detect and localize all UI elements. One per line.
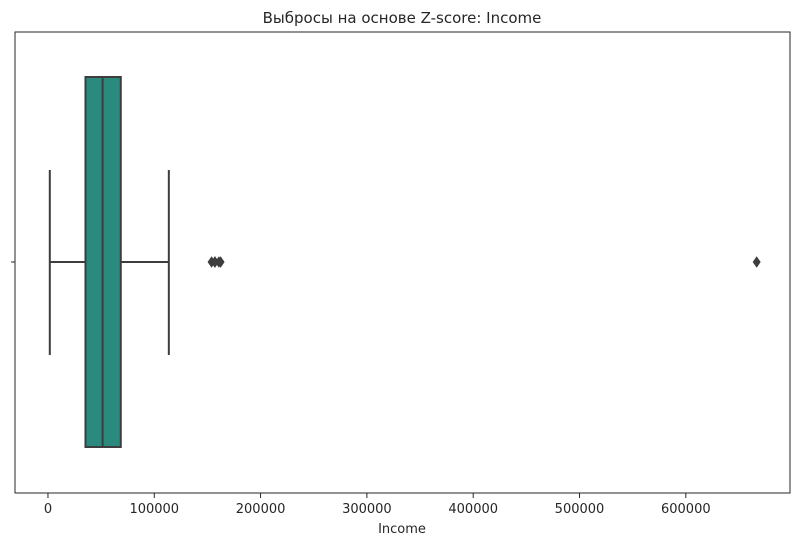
x-tick-label: 0 [44,502,52,517]
x-axis-label: Income [378,522,426,537]
outlier-point [216,256,225,268]
x-tick-label: 200000 [236,502,286,517]
x-tick-label: 300000 [342,502,392,517]
x-tick-label: 600000 [661,502,711,517]
outlier-point [752,256,761,268]
x-tick-label: 100000 [129,502,179,517]
x-tick-label: 400000 [448,502,498,517]
x-tick-label: 500000 [555,502,605,517]
chart-title: Выбросы на основе Z-score: Income [263,9,542,27]
box-marks [48,76,761,448]
x-axis: 0 100000 200000 300000 400000 500000 600000 [11,261,711,517]
